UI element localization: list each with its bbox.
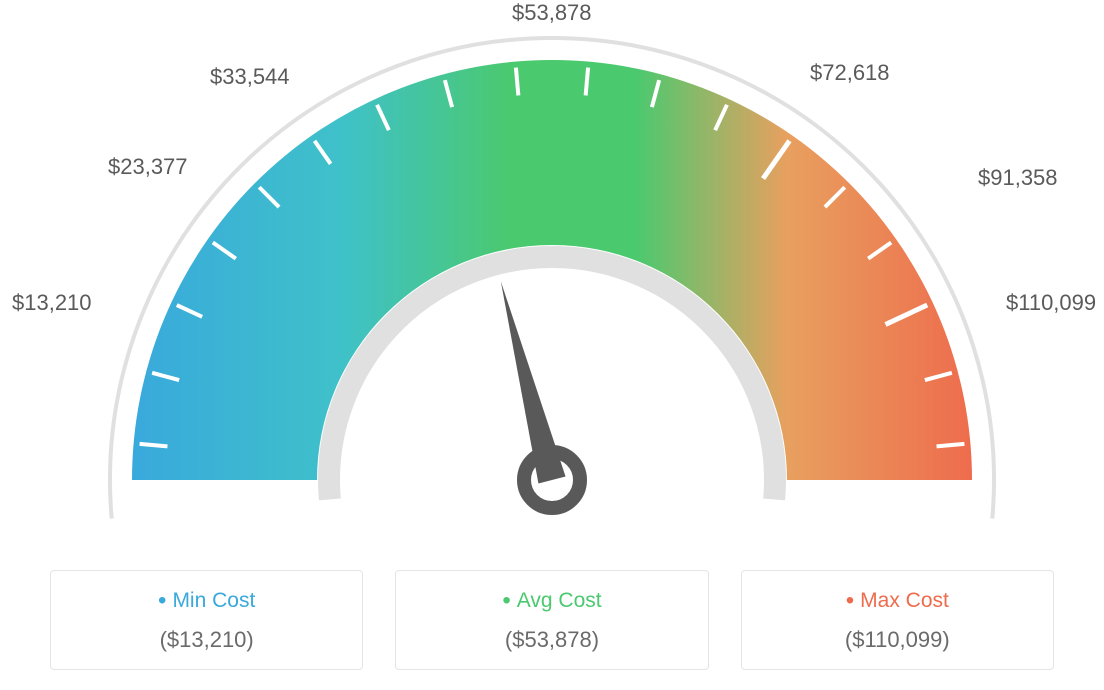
legend-row: •Min Cost ($13,210) •Avg Cost ($53,878) … bbox=[50, 570, 1054, 670]
tick-label: $72,618 bbox=[810, 60, 890, 86]
dot-icon: • bbox=[502, 587, 510, 614]
legend-label: Avg Cost bbox=[517, 589, 602, 612]
legend-value-min: ($13,210) bbox=[61, 627, 352, 653]
legend-title-avg: • Avg Cost bbox=[406, 589, 697, 613]
legend-value-avg: ($53,878) bbox=[406, 627, 697, 653]
tick-label: $23,377 bbox=[108, 154, 188, 180]
dot-icon: • bbox=[158, 587, 166, 614]
tick-label: $110,099 bbox=[1006, 290, 1096, 316]
legend-title-min: • Min Cost bbox=[61, 589, 352, 613]
tick-label: $53,878 bbox=[512, 0, 592, 26]
legend-title-max: • Max Cost bbox=[752, 589, 1043, 613]
tick-label: $13,210 bbox=[12, 290, 92, 316]
tick-label: $33,544 bbox=[210, 64, 290, 90]
legend-box-avg: • Avg Cost ($53,878) bbox=[395, 570, 708, 670]
legend-value-max: ($110,099) bbox=[752, 627, 1043, 653]
legend-box-max: • Max Cost ($110,099) bbox=[741, 570, 1054, 670]
legend-label: Min Cost bbox=[172, 589, 255, 612]
gauge-svg bbox=[52, 10, 1052, 550]
cost-gauge-chart: $13,210 $23,377 $33,544 $53,878 $72,618 … bbox=[0, 0, 1104, 560]
legend-label: Max Cost bbox=[860, 589, 949, 612]
dot-icon: • bbox=[846, 587, 854, 614]
tick-label: $91,358 bbox=[978, 165, 1058, 191]
legend-box-min: • Min Cost ($13,210) bbox=[50, 570, 363, 670]
